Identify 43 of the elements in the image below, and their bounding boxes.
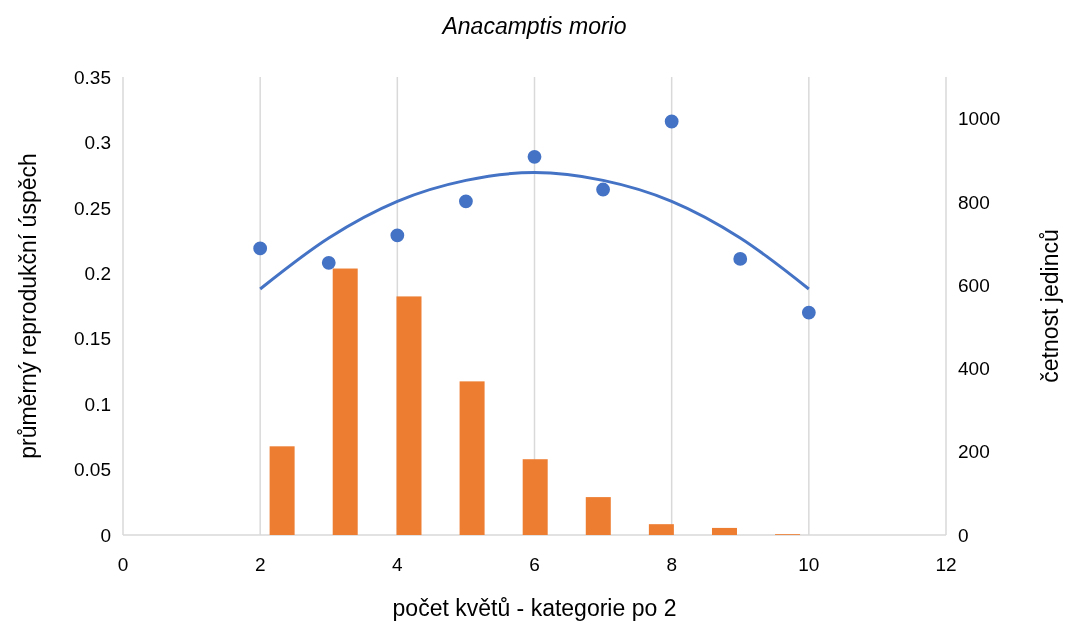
point bbox=[321, 255, 336, 270]
chart-title: Anacamptis morio bbox=[440, 13, 627, 39]
y-tick-label: 0.2 bbox=[84, 262, 111, 284]
x-tick-label: 6 bbox=[529, 554, 540, 575]
y-tick-label: 0 bbox=[100, 524, 111, 546]
x-tick-label: 2 bbox=[254, 554, 266, 575]
y2-tick-label: 600 bbox=[958, 274, 990, 296]
x-tick-label: 4 bbox=[392, 554, 404, 575]
bar bbox=[522, 459, 548, 535]
point bbox=[664, 114, 679, 129]
bar bbox=[648, 524, 674, 535]
y2-tick-label: 800 bbox=[958, 191, 990, 213]
y-tick-label: 0.05 bbox=[74, 459, 111, 481]
y-tick-label: 0.25 bbox=[74, 197, 111, 219]
x-axis-title: počet květů - kategorie po 2 bbox=[392, 595, 677, 621]
y2-tick-label: 0 bbox=[958, 524, 969, 546]
bar bbox=[396, 296, 422, 535]
x-tick-label: 10 bbox=[798, 554, 820, 575]
line-series bbox=[258, 171, 811, 291]
point bbox=[596, 182, 610, 197]
bar bbox=[332, 268, 358, 535]
x-tick-label: 0 bbox=[117, 554, 129, 575]
bar bbox=[269, 446, 295, 535]
y2-axis-title: četnost jedinců bbox=[1037, 229, 1063, 383]
point bbox=[253, 241, 268, 256]
point bbox=[459, 194, 473, 209]
y-tick-label: 0.1 bbox=[84, 393, 111, 415]
y2-tick-label: 200 bbox=[958, 441, 990, 463]
y2-tick-label: 1000 bbox=[958, 108, 1001, 130]
y-tick-label: 0.15 bbox=[74, 328, 111, 350]
point bbox=[527, 149, 542, 164]
bar bbox=[585, 497, 611, 535]
bar bbox=[459, 381, 485, 535]
bar bbox=[711, 527, 737, 535]
point bbox=[733, 252, 748, 266]
point bbox=[390, 228, 405, 243]
x-tick-label: 8 bbox=[666, 554, 677, 575]
y-tick-label: 0.3 bbox=[84, 132, 111, 154]
x-tick-label: 12 bbox=[935, 554, 957, 575]
y2-tick-label: 400 bbox=[958, 358, 990, 380]
point bbox=[801, 305, 816, 320]
y-tick-label: 0.35 bbox=[74, 66, 111, 88]
y-axis-title: průměrný reprodukční úspěch bbox=[15, 153, 41, 459]
